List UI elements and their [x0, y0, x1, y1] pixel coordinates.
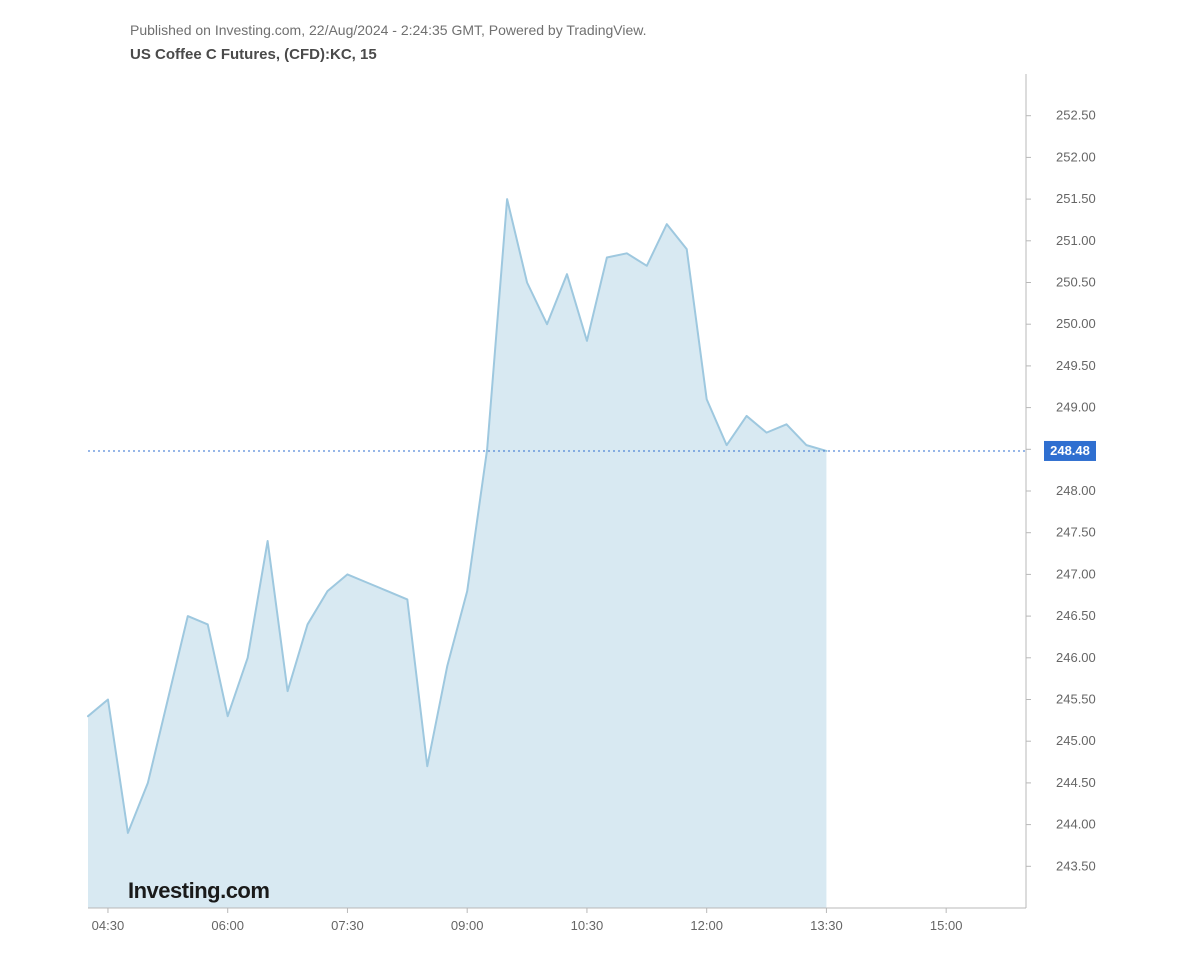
- y-tick-label: 250.50: [1056, 275, 1096, 290]
- investing-logo: Investing.com: [128, 878, 269, 904]
- chart-title: US Coffee C Futures, (CFD):KC, 15: [130, 46, 647, 63]
- x-tick-label: 04:30: [92, 918, 125, 933]
- y-tick-label: 246.00: [1056, 650, 1096, 665]
- price-chart: 243.50 244.00 244.50 245.00 245.50 246.00 246.…: [0, 0, 1200, 960]
- y-tick-label: 252.50: [1056, 108, 1096, 123]
- y-tick-label: 251.00: [1056, 233, 1096, 248]
- y-tick-label: 251.50: [1056, 191, 1096, 206]
- y-tick-label: 245.00: [1056, 733, 1096, 748]
- y-tick-label: 244.00: [1056, 817, 1096, 832]
- y-tick-label: 248.00: [1056, 483, 1096, 498]
- x-tick-label: 13:30: [810, 918, 843, 933]
- logo-main: Investing: [128, 878, 220, 903]
- x-tick-label: 10:30: [571, 918, 604, 933]
- x-tick-label: 15:00: [930, 918, 963, 933]
- y-tick-label: 249.50: [1056, 358, 1096, 373]
- y-tick-label: 243.50: [1056, 858, 1096, 873]
- x-tick-label: 12:00: [690, 918, 723, 933]
- y-tick-label: 244.50: [1056, 775, 1096, 790]
- x-tick-label: 07:30: [331, 918, 364, 933]
- published-line: Published on Investing.com, 22/Aug/2024 …: [130, 22, 647, 38]
- y-tick-label: 247.00: [1056, 566, 1096, 581]
- y-tick-label: 247.50: [1056, 525, 1096, 540]
- chart-header: Published on Investing.com, 22/Aug/2024 …: [130, 22, 647, 63]
- current-price-value: 248.48: [1050, 443, 1090, 458]
- x-tick-label: 09:00: [451, 918, 484, 933]
- y-tick-label: 249.00: [1056, 400, 1096, 415]
- y-tick-label: 252.00: [1056, 149, 1096, 164]
- logo-suffix: .com: [220, 878, 269, 903]
- x-tick-label: 06:00: [211, 918, 244, 933]
- y-tick-label: 250.00: [1056, 316, 1096, 331]
- y-tick-label: 246.50: [1056, 608, 1096, 623]
- y-tick-label: 245.50: [1056, 692, 1096, 707]
- chart-container: { "header": { "published_line": "Publish…: [0, 0, 1200, 960]
